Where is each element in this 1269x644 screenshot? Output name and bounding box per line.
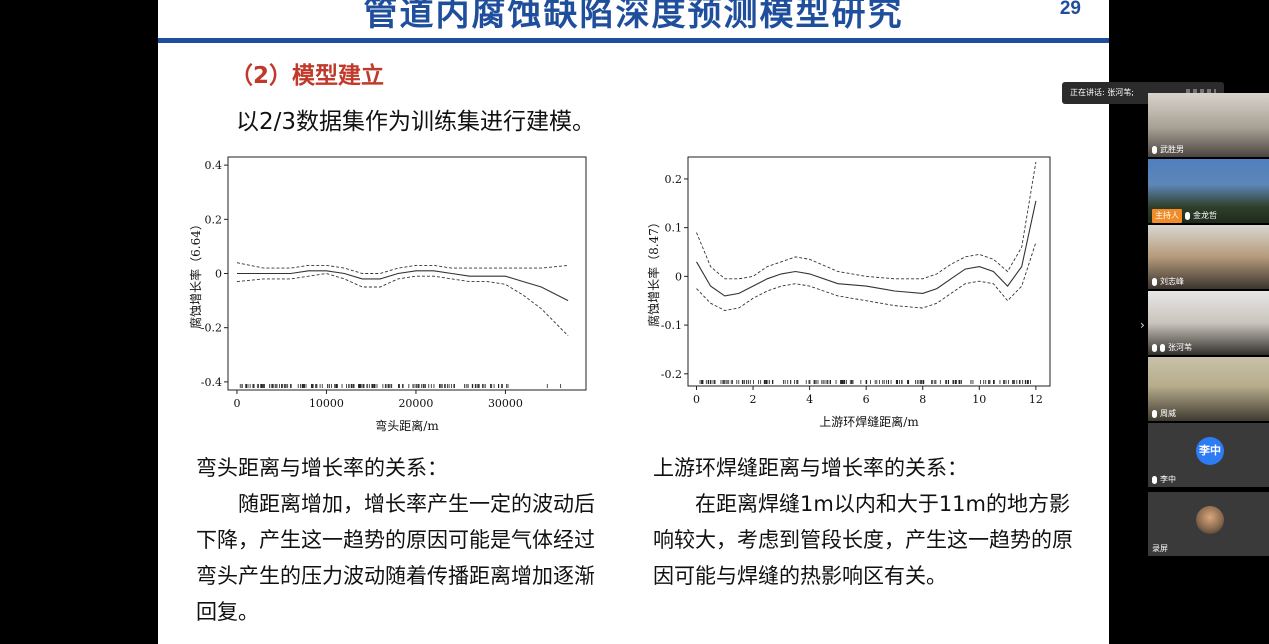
- y-tick-label: -0.2: [661, 368, 682, 381]
- participant-name: 李中: [1160, 475, 1176, 484]
- y-tick-label: -0.1: [661, 319, 682, 332]
- intro-text: 以2/3数据集作为训练集进行建模。: [236, 109, 596, 135]
- participant-name: 刘志峰: [1160, 277, 1184, 286]
- right-caption: 上游环焊缝距离与增长率的关系： 在距离焊缝1m以内和大于11m的地方影响较大，考…: [653, 450, 1073, 594]
- speaking-label: 正在讲话: 张河苇;: [1070, 88, 1134, 97]
- microphone-icon[interactable]: [1185, 212, 1190, 220]
- microphone-icon[interactable]: [1160, 344, 1165, 352]
- host-badge: 主持人: [1152, 209, 1182, 223]
- participant-panel: 武胜男 主持人 金龙哲 刘志峰 张河苇 周威 李中 李中 录屏: [1148, 93, 1269, 563]
- y-tick-label: 0: [675, 270, 682, 283]
- left-caption: 弯头距离与增长率的关系： 随距离增加，增长率产生一定的波动后下降，产生这一趋势的…: [196, 450, 608, 630]
- x-tick-label: 10000: [309, 397, 344, 410]
- elbow-distance-chart: 0 10000 20000 30000 -0.4 -0.2 0 0.2 0.4 弯头距离/m 腐蚀增…: [188, 150, 608, 445]
- confidence-band-line: [696, 242, 1037, 311]
- x-tick-label: 4: [806, 393, 813, 406]
- x-tick-label: 0: [693, 393, 700, 406]
- y-tick-label: 0.1: [665, 222, 683, 235]
- y-tick-label: 0.2: [665, 173, 683, 186]
- x-tick-label: 6: [863, 393, 870, 406]
- chart-svg: 0 10000 20000 30000 -0.4 -0.2 0 0.2 0.4 弯头距离/m 腐蚀增…: [188, 156, 587, 433]
- x-tick-label: 12: [1029, 393, 1043, 406]
- y-tick-label: 0.2: [205, 213, 223, 226]
- y-tick-label: 0.4: [205, 159, 223, 172]
- fit-line: [237, 270, 569, 302]
- microphone-icon[interactable]: [1152, 410, 1157, 418]
- slide-title: 管道内腐蚀缺陷深度预测模型研究: [363, 0, 904, 34]
- fit-line: [696, 200, 1037, 297]
- participant-tile[interactable]: 主持人 金龙哲: [1148, 159, 1269, 223]
- avatar: [1196, 506, 1224, 534]
- x-tick-label: 0: [233, 397, 240, 410]
- screen-share-icon[interactable]: [1152, 344, 1157, 352]
- participant-tile[interactable]: 武胜男: [1148, 93, 1269, 157]
- x-axis-label: 上游环焊缝距离/m: [819, 414, 919, 429]
- right-caption-body: 在距离焊缝1m以内和大于11m的地方影响较大，考虑到管段长度，产生这一趋势的原因…: [653, 492, 1073, 588]
- x-tick-label: 8: [919, 393, 926, 406]
- x-axis-label: 弯头距离/m: [375, 418, 439, 433]
- x-tick-label: 30000: [488, 397, 523, 410]
- avatar: 李中: [1196, 437, 1224, 465]
- y-tick-label: -0.2: [201, 322, 222, 335]
- x-tick-label: 10: [972, 393, 986, 406]
- y-tick-label: 0: [215, 268, 222, 281]
- y-axis-label: 腐蚀增长率（6.64）: [188, 218, 203, 329]
- confidence-band-line: [696, 161, 1037, 280]
- participant-name: 武胜男: [1160, 145, 1184, 154]
- weld-distance-chart: 0 2 4 6 8 10 12 -0.2 -0.1 0 0.1 0.2 上游环焊缝距离/m 腐蚀增长率（8…: [646, 150, 1066, 445]
- participant-tile[interactable]: 张河苇: [1148, 291, 1269, 355]
- y-axis-label: 腐蚀增长率（8.47）: [646, 216, 661, 327]
- plot-frame: [687, 156, 1051, 387]
- participant-name: 张河苇: [1168, 343, 1192, 352]
- rug-marks: [239, 384, 562, 388]
- section-heading: （2）模型建立: [230, 63, 385, 89]
- participant-tile[interactable]: 李中 李中: [1148, 423, 1269, 487]
- participant-tile[interactable]: 录屏: [1148, 492, 1269, 556]
- rug-marks: [699, 380, 1031, 384]
- confidence-band-line: [236, 262, 569, 274]
- x-tick-label: 2: [750, 393, 757, 406]
- chevron-right-icon[interactable]: ›: [1140, 318, 1145, 332]
- title-divider: [158, 38, 1109, 43]
- y-tick-label: -0.4: [201, 376, 222, 389]
- microphone-icon[interactable]: [1152, 146, 1157, 154]
- left-caption-body: 随距离增加，增长率产生一定的波动后下降，产生这一趋势的原因可能是气体经过弯头产生…: [196, 492, 595, 624]
- slide-number: 29: [1059, 0, 1081, 19]
- participant-name: 金龙哲: [1193, 211, 1217, 220]
- microphone-icon[interactable]: [1152, 278, 1157, 286]
- participant-tile[interactable]: 周威: [1148, 357, 1269, 421]
- chart-svg: 0 2 4 6 8 10 12 -0.2 -0.1 0 0.1 0.2 上游环焊缝距离/m 腐蚀增长率（8…: [646, 156, 1051, 429]
- participant-tile[interactable]: 刘志峰: [1148, 225, 1269, 289]
- right-caption-title: 上游环焊缝距离与增长率的关系：: [653, 456, 968, 480]
- confidence-band-line: [236, 273, 569, 337]
- left-caption-title: 弯头距离与增长率的关系：: [196, 456, 448, 480]
- x-tick-label: 20000: [398, 397, 433, 410]
- presentation-slide: 管道内腐蚀缺陷深度预测模型研究 29 （2）模型建立 以2/3数据集作为训练集进…: [158, 0, 1109, 644]
- participant-name: 周威: [1160, 409, 1176, 418]
- microphone-icon[interactable]: [1152, 476, 1157, 484]
- participant-name: 录屏: [1152, 544, 1168, 553]
